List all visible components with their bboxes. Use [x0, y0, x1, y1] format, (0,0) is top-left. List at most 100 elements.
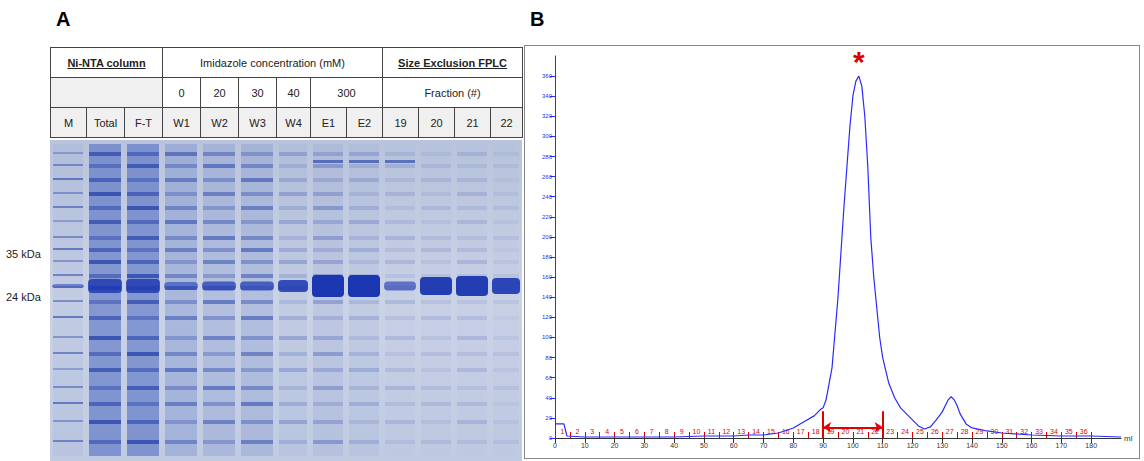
svg-text:20: 20 [611, 442, 619, 449]
svg-text:110: 110 [877, 442, 888, 449]
html-text:24 kDa: 24 kDa [6, 291, 41, 303]
svg-text:6: 6 [635, 428, 639, 435]
svg-text:1: 1 [560, 428, 564, 435]
html-text:22: 22 [500, 116, 513, 129]
html-text:35 kDa: 35 kDa [6, 248, 41, 260]
html-text:B: B [530, 8, 545, 30]
svg-text:24: 24 [901, 428, 909, 435]
svg-text:140: 140 [966, 442, 978, 449]
html-text:E1: E1 [321, 116, 336, 129]
svg-text:22: 22 [871, 428, 880, 435]
svg-text:180: 180 [1085, 442, 1097, 449]
svg-text:40: 40 [670, 442, 678, 449]
svg-text:60: 60 [545, 375, 552, 381]
svg-text:26: 26 [931, 428, 939, 435]
svg-text:10: 10 [581, 442, 589, 449]
svg-text:220: 220 [542, 214, 553, 220]
svg-text:7: 7 [650, 428, 654, 435]
html-text:W4: W4 [285, 116, 302, 129]
svg-text:34: 34 [1050, 428, 1058, 435]
html-text:E2: E2 [357, 116, 372, 129]
html-text:Ni-NTA column: Ni-NTA column [67, 56, 146, 69]
svg-text:120: 120 [542, 314, 553, 320]
html-text:W2: W2 [211, 116, 228, 129]
svg-text:4: 4 [605, 428, 609, 435]
svg-text:40: 40 [545, 395, 552, 401]
svg-text:60: 60 [730, 442, 738, 449]
html-text:20: 20 [213, 86, 226, 99]
svg-text:340: 340 [542, 93, 553, 99]
html-text:19: 19 [394, 116, 407, 129]
svg-text:50: 50 [700, 442, 708, 449]
svg-text:33: 33 [1035, 428, 1043, 435]
svg-text:160: 160 [542, 274, 553, 280]
html-text:Size Exclusion FPLC: Size Exclusion FPLC [398, 56, 507, 69]
svg-text:20: 20 [545, 415, 552, 421]
html-text:40: 40 [287, 86, 300, 99]
svg-text:150: 150 [996, 442, 1008, 449]
svg-text:29: 29 [975, 428, 984, 435]
svg-text:100: 100 [542, 334, 553, 340]
svg-text:25: 25 [916, 428, 924, 435]
html-text:F-T: F-T [134, 116, 152, 129]
svg-text:11: 11 [708, 428, 715, 435]
svg-text:ml: ml [1124, 434, 1133, 443]
svg-text:260: 260 [542, 174, 553, 180]
html-text:Fraction (#): Fraction (#) [424, 86, 481, 99]
svg-text:80: 80 [545, 355, 552, 361]
svg-text:20: 20 [842, 428, 850, 435]
svg-text:2: 2 [575, 428, 579, 435]
svg-text:27: 27 [946, 428, 954, 435]
svg-text:21: 21 [856, 428, 864, 435]
svg-text:100: 100 [847, 442, 859, 449]
svg-text:10: 10 [693, 428, 701, 435]
svg-text:23: 23 [886, 428, 894, 435]
html-text:30: 30 [251, 86, 264, 99]
svg-text:280: 280 [542, 154, 553, 160]
html-text:W3: W3 [249, 116, 266, 129]
svg-text:35: 35 [1065, 428, 1073, 435]
svg-text:180: 180 [542, 254, 553, 260]
svg-text:30: 30 [640, 442, 648, 449]
svg-text:5: 5 [620, 428, 624, 435]
svg-text:17: 17 [797, 428, 805, 435]
svg-text:3: 3 [590, 428, 594, 435]
svg-text:200: 200 [542, 234, 553, 240]
html-text:M: M [63, 116, 74, 129]
svg-text:28: 28 [961, 428, 969, 435]
svg-text:170: 170 [1056, 442, 1068, 449]
svg-text:160: 160 [1026, 442, 1038, 449]
html-text:21: 21 [466, 116, 479, 129]
html-text:0: 0 [178, 86, 185, 99]
html-text:Total: Total [93, 116, 118, 129]
svg-text:8: 8 [665, 428, 669, 435]
html-text:20: 20 [430, 116, 443, 129]
svg-text:12: 12 [722, 428, 730, 435]
svg-text:0: 0 [549, 435, 553, 441]
svg-text:70: 70 [760, 442, 768, 449]
svg-text:15: 15 [767, 428, 775, 435]
svg-text:0: 0 [553, 442, 557, 449]
html-text:W1: W1 [173, 116, 190, 129]
html-text:Imidazole concentration (mM): Imidazole concentration (mM) [200, 56, 345, 69]
svg-text:80: 80 [789, 442, 797, 449]
html-text:A: A [56, 8, 71, 30]
svg-text:30: 30 [990, 428, 999, 435]
svg-text:130: 130 [936, 442, 948, 449]
svg-text:14: 14 [752, 428, 760, 435]
svg-text:360: 360 [542, 73, 553, 79]
svg-text:120: 120 [907, 442, 919, 449]
svg-text:300: 300 [542, 133, 553, 139]
svg-text:140: 140 [542, 294, 553, 300]
svg-text:18: 18 [812, 428, 820, 435]
svg-text:19: 19 [826, 428, 835, 435]
svg-text:36: 36 [1080, 428, 1088, 435]
html-text:300: 300 [337, 86, 356, 99]
svg-text:320: 320 [542, 113, 553, 119]
svg-text:13: 13 [737, 428, 745, 435]
svg-text:240: 240 [542, 194, 553, 200]
svg-text:16: 16 [782, 428, 790, 435]
svg-text:90: 90 [819, 442, 827, 449]
svg-text:*: * [853, 46, 865, 78]
svg-text:9: 9 [680, 428, 684, 435]
